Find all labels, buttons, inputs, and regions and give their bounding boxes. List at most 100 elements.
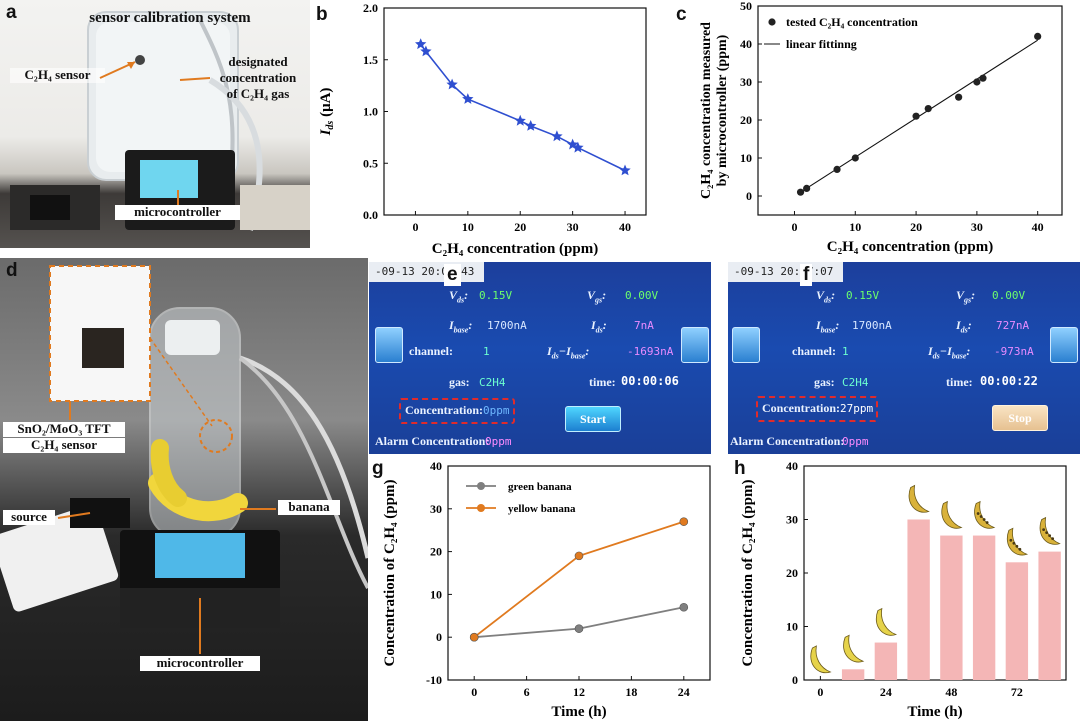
y-tick-label: 40 xyxy=(740,37,752,51)
y-tick-label: 30 xyxy=(430,502,442,516)
vgs-value-e: 0.00V xyxy=(625,289,659,302)
banana-spot xyxy=(1048,534,1052,537)
stop-button[interactable]: Stop xyxy=(992,405,1048,431)
banana-spot xyxy=(1042,528,1046,531)
panel-d-arrows xyxy=(57,337,276,654)
y-tick-label: 2.0 xyxy=(363,1,378,15)
chart-ids-vs-concentration: 0 10 20 30 40 0.0 0.5 1.0 1.5 2.0 C₂H₄ concentrati… xyxy=(318,1,647,257)
vds-label-f: Vds: xyxy=(816,288,836,305)
x-tick-label: 40 xyxy=(1032,220,1044,234)
data-point xyxy=(469,632,479,642)
x-tick-label: 24 xyxy=(678,685,690,699)
data-point xyxy=(912,112,920,120)
gas-value-f: C2H4 xyxy=(842,376,869,389)
data-point xyxy=(979,74,987,82)
x-axis-label: Time (h) xyxy=(907,704,962,720)
alarm-value-f: 0ppm xyxy=(842,435,869,448)
plot-frame xyxy=(757,5,1063,216)
start-button[interactable]: Start xyxy=(565,406,621,432)
banana-spot xyxy=(1015,544,1019,548)
diff-label-f: Ids−Ibase: xyxy=(928,344,971,361)
y-tick-label: 0 xyxy=(746,189,752,203)
alarm-label-e: Alarm Concentration: xyxy=(375,434,490,448)
time-value-f: 00:00:22 xyxy=(980,374,1038,388)
ibase-label-e: Ibase: xyxy=(449,318,473,335)
x-tick-label: 72 xyxy=(1011,685,1023,699)
prev-arrow-button-e[interactable] xyxy=(375,327,403,363)
banana-shape xyxy=(974,500,996,529)
alarm-value-e: 0ppm xyxy=(485,435,512,448)
gas-annotation-line2: concentration xyxy=(219,70,297,85)
ids-value-e: 7nA xyxy=(634,319,654,332)
data-point xyxy=(796,188,805,196)
x-tick-label: 0 xyxy=(817,685,823,699)
next-arrow-button-f[interactable] xyxy=(1050,327,1078,363)
sensor-annotation-line1: SnO₂/MoO₃ TFT xyxy=(3,421,125,437)
x-tick-label: 10 xyxy=(849,220,861,234)
banana-setup-illustration xyxy=(0,265,368,628)
ibase-value-e: 1700nA xyxy=(487,319,527,332)
y-tick-label: 0.5 xyxy=(363,156,378,170)
concentration-highlight-e xyxy=(399,398,515,424)
channel-label-f: channel: xyxy=(792,344,837,358)
gas-annotation-line3: of C₂H₄ gas xyxy=(226,86,290,101)
banana-spot xyxy=(979,515,983,518)
banana-shape xyxy=(941,500,963,529)
microcontroller-annotation-d: microcontroller xyxy=(140,655,260,671)
x-tick-label: 48 xyxy=(945,685,957,699)
x-axis-label: Time (h) xyxy=(551,704,606,720)
next-arrow-button-e[interactable] xyxy=(681,327,709,363)
legend-marker-points xyxy=(768,18,776,26)
timestamp-f: -09-13 20:07:07 xyxy=(728,262,844,282)
timestamp-e: -09-13 20:06:43 xyxy=(369,262,485,282)
photo-banana-setup: SnO₂/MoO₃ TFT C₂H₄ sensor banana source … xyxy=(0,258,368,721)
ids-label-f: Ids: xyxy=(956,318,972,335)
prev-arrow-button-f[interactable] xyxy=(732,327,760,363)
sensor-annotation-line2: C₂H₄ sensor xyxy=(3,437,125,453)
banana-icon xyxy=(1039,516,1061,545)
data-point xyxy=(619,164,631,176)
data-point xyxy=(514,114,526,126)
x-axis-label: C₂H₄ concentration (ppm) xyxy=(432,241,598,257)
y-axis-label: Concentration of C₂H₄ (ppm) xyxy=(740,480,756,667)
diff-label-e: Ids−Ibase: xyxy=(547,344,590,361)
banana-spot xyxy=(1012,541,1016,545)
banana-annotation: banana xyxy=(278,499,340,515)
banana-spot xyxy=(1009,538,1013,542)
channel-value-f: 1 xyxy=(842,345,849,358)
y-tick-label: 30 xyxy=(740,75,752,89)
channel-value-e: 1 xyxy=(483,345,490,358)
panel-label-e-marker: e xyxy=(444,264,461,286)
ibase-value-f: 1700nA xyxy=(852,319,892,332)
banana-spot xyxy=(1051,537,1055,540)
banana-spot xyxy=(982,518,986,521)
panel-label-h: h xyxy=(734,458,746,479)
banana-icon xyxy=(974,500,996,529)
chart-measured-vs-tested: 0 10 20 30 40 0 10 20 30 40 50 tested C₂H₄ concentr… xyxy=(699,0,1063,255)
bar xyxy=(972,535,996,680)
legend-label-1: yellow banana xyxy=(508,503,576,515)
banana-shape xyxy=(843,634,865,663)
y-axis-label-line1: C₂H₄ concentration measured xyxy=(699,22,714,199)
panel-a-arrows xyxy=(99,61,211,205)
y-tick-label: 20 xyxy=(430,545,442,559)
x-tick-label: 18 xyxy=(625,685,637,699)
banana-spot xyxy=(976,512,980,515)
ibase-label-f: Ibase: xyxy=(816,318,840,335)
y-tick-label: 1.0 xyxy=(363,105,378,119)
time-label-e: time: xyxy=(589,375,616,389)
y-tick-label: 0.0 xyxy=(363,208,378,222)
banana-spot xyxy=(985,521,989,524)
panel-label-a: a xyxy=(6,2,17,23)
vgs-label-f: Vgs: xyxy=(956,288,976,305)
data-point xyxy=(924,105,932,113)
legend-label-line: linear fittinng xyxy=(786,37,857,51)
x-tick-label: 0 xyxy=(412,220,418,234)
y-tick-label: 10 xyxy=(430,587,442,601)
banana-shape xyxy=(1007,527,1029,556)
panel-label-d: d xyxy=(6,260,18,281)
legend-label-0: green banana xyxy=(508,481,572,493)
series-line-1 xyxy=(473,520,685,638)
x-tick-label: 24 xyxy=(880,685,892,699)
x-tick-label: 12 xyxy=(573,685,585,699)
